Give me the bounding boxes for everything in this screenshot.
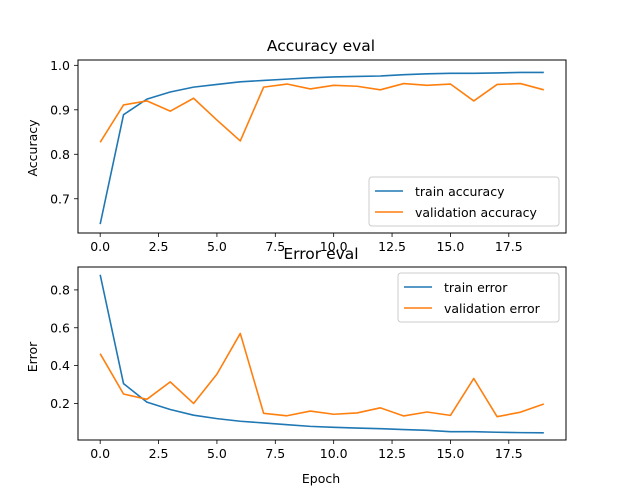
accuracy-x-tick-label: 15.0 xyxy=(436,239,464,254)
legend-label-train-accuracy: train accuracy xyxy=(415,184,505,199)
accuracy-y-axis-label: Accuracy xyxy=(25,119,40,177)
error-x-tick-label: 5.0 xyxy=(207,446,227,461)
series-line-validation-accuracy xyxy=(99,82,545,143)
accuracy-y-axis: 0.7 0.8 0.9 1.0 xyxy=(50,58,78,206)
accuracy-plot-frame xyxy=(77,59,567,234)
error-x-axis-label: Epoch xyxy=(302,471,340,486)
error-y-tick-label: 0.2 xyxy=(50,396,70,411)
accuracy-legend-box xyxy=(368,176,560,227)
accuracy-series-lines xyxy=(99,71,545,225)
series-line-validation-error xyxy=(99,332,545,418)
error-x-tick-label: 15.0 xyxy=(436,446,464,461)
accuracy-x-tick-label: 2.5 xyxy=(149,239,169,254)
error-legend-box xyxy=(397,272,560,323)
error-y-axis-label: Error xyxy=(25,341,40,372)
error-legend: train error validation error xyxy=(397,272,560,323)
error-y-tick-label: 0.6 xyxy=(50,320,70,335)
error-chart-title: Error eval xyxy=(283,245,358,263)
legend-label-validation-accuracy: validation accuracy xyxy=(415,205,538,220)
accuracy-y-tick-label: 0.7 xyxy=(50,191,70,206)
accuracy-x-tick-label: 12.5 xyxy=(378,239,406,254)
error-x-tick-label: 2.5 xyxy=(149,446,169,461)
error-x-axis: 0.0 2.5 5.0 7.5 10.0 12.5 15.0 17.5 xyxy=(90,440,523,461)
series-line-train-error xyxy=(99,274,544,434)
accuracy-x-axis: 0.0 2.5 5.0 7.5 10.0 12.5 15.0 17.5 xyxy=(90,233,523,254)
error-chart: Error eval Error Epoch 0.0 2.5 5.0 7.5 10.0 1… xyxy=(25,245,567,486)
error-x-tick-label: 12.5 xyxy=(378,446,406,461)
accuracy-x-tick-label: 7.5 xyxy=(265,239,285,254)
accuracy-x-tick-label: 17.5 xyxy=(495,239,523,254)
error-x-tick-label: 10.0 xyxy=(320,446,348,461)
accuracy-x-tick-label: 0.0 xyxy=(90,239,110,254)
accuracy-x-tick-label: 10.0 xyxy=(320,239,348,254)
error-y-tick-label: 0.8 xyxy=(50,282,70,297)
error-y-axis: 0.2 0.4 0.6 0.8 xyxy=(50,282,78,411)
error-x-tick-label: 0.0 xyxy=(90,446,110,461)
error-series-lines xyxy=(99,274,545,434)
accuracy-legend: train accuracy validation accuracy xyxy=(368,176,560,227)
legend-label-train-error: train error xyxy=(444,280,508,295)
accuracy-y-tick-label: 0.8 xyxy=(50,147,70,162)
accuracy-chart-title: Accuracy eval xyxy=(267,37,375,55)
error-x-tick-label: 7.5 xyxy=(265,446,285,461)
accuracy-y-tick-label: 1.0 xyxy=(50,58,70,73)
accuracy-chart: Accuracy eval Accuracy 0.0 2.5 5.0 7.5 10.0 1… xyxy=(25,37,567,254)
error-x-tick-label: 17.5 xyxy=(495,446,523,461)
series-line-train-accuracy xyxy=(99,71,544,225)
legend-label-validation-error: validation error xyxy=(444,301,541,316)
accuracy-x-tick-label: 5.0 xyxy=(207,239,227,254)
error-y-tick-label: 0.4 xyxy=(50,358,70,373)
accuracy-y-tick-label: 0.9 xyxy=(50,102,70,117)
error-plot-frame xyxy=(77,266,567,441)
